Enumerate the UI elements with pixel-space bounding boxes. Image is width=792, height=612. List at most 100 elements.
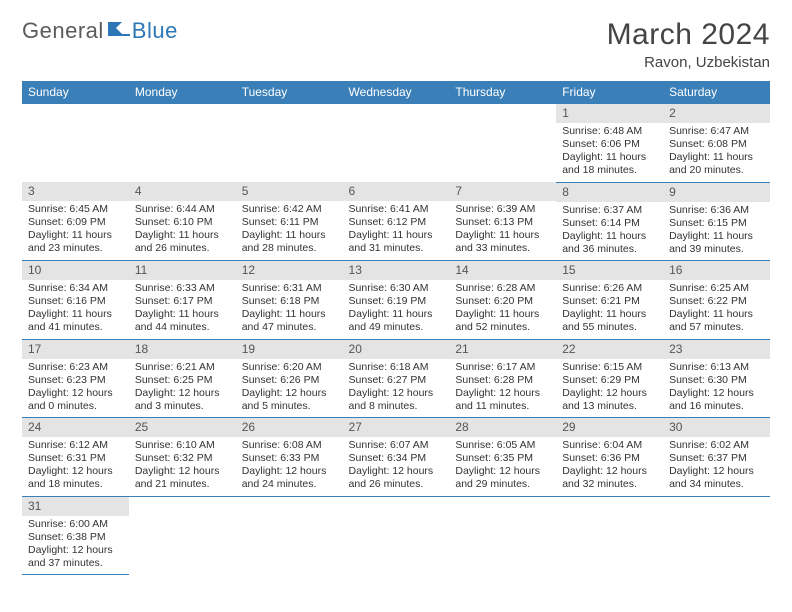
day-details: Sunrise: 6:44 AMSunset: 6:10 PMDaylight:… <box>129 201 236 260</box>
calendar-cell: 8Sunrise: 6:37 AMSunset: 6:14 PMDaylight… <box>556 182 663 261</box>
sunset-text: Sunset: 6:28 PM <box>455 374 550 387</box>
sunrise-text: Sunrise: 6:33 AM <box>135 282 230 295</box>
calendar-cell: 26Sunrise: 6:08 AMSunset: 6:33 PMDayligh… <box>236 418 343 497</box>
weekday-row: Sunday Monday Tuesday Wednesday Thursday… <box>22 81 770 104</box>
day-details: Sunrise: 6:20 AMSunset: 6:26 PMDaylight:… <box>236 359 343 418</box>
sunrise-text: Sunrise: 6:25 AM <box>669 282 764 295</box>
daylight-text: Daylight: 12 hours and 0 minutes. <box>28 387 123 413</box>
day-number: 31 <box>22 497 129 516</box>
day-number: 28 <box>449 418 556 437</box>
daylight-text: Daylight: 11 hours and 26 minutes. <box>135 229 230 255</box>
calendar-cell <box>343 104 450 182</box>
sunset-text: Sunset: 6:06 PM <box>562 138 657 151</box>
daylight-text: Daylight: 12 hours and 26 minutes. <box>349 465 444 491</box>
day-number: 7 <box>449 182 556 201</box>
sunrise-text: Sunrise: 6:10 AM <box>135 439 230 452</box>
sunset-text: Sunset: 6:35 PM <box>455 452 550 465</box>
calendar-cell <box>556 496 663 575</box>
sunset-text: Sunset: 6:23 PM <box>28 374 123 387</box>
sunrise-text: Sunrise: 6:28 AM <box>455 282 550 295</box>
day-details: Sunrise: 6:13 AMSunset: 6:30 PMDaylight:… <box>663 359 770 418</box>
calendar-cell: 3Sunrise: 6:45 AMSunset: 6:09 PMDaylight… <box>22 182 129 261</box>
day-number: 23 <box>663 340 770 359</box>
day-details: Sunrise: 6:05 AMSunset: 6:35 PMDaylight:… <box>449 437 556 496</box>
calendar-cell: 12Sunrise: 6:31 AMSunset: 6:18 PMDayligh… <box>236 261 343 340</box>
day-number: 17 <box>22 340 129 359</box>
day-number: 30 <box>663 418 770 437</box>
sunset-text: Sunset: 6:26 PM <box>242 374 337 387</box>
calendar-cell: 10Sunrise: 6:34 AMSunset: 6:16 PMDayligh… <box>22 261 129 340</box>
daylight-text: Daylight: 11 hours and 49 minutes. <box>349 308 444 334</box>
title-block: March 2024 Ravon, Uzbekistan <box>607 18 770 71</box>
day-details: Sunrise: 6:42 AMSunset: 6:11 PMDaylight:… <box>236 201 343 260</box>
sunrise-text: Sunrise: 6:12 AM <box>28 439 123 452</box>
calendar-cell <box>129 496 236 575</box>
calendar-cell: 20Sunrise: 6:18 AMSunset: 6:27 PMDayligh… <box>343 339 450 418</box>
sunrise-text: Sunrise: 6:05 AM <box>455 439 550 452</box>
sunrise-text: Sunrise: 6:15 AM <box>562 361 657 374</box>
sunrise-text: Sunrise: 6:45 AM <box>28 203 123 216</box>
daylight-text: Daylight: 12 hours and 5 minutes. <box>242 387 337 413</box>
day-details: Sunrise: 6:25 AMSunset: 6:22 PMDaylight:… <box>663 280 770 339</box>
sunset-text: Sunset: 6:36 PM <box>562 452 657 465</box>
day-details: Sunrise: 6:02 AMSunset: 6:37 PMDaylight:… <box>663 437 770 496</box>
daylight-text: Daylight: 12 hours and 32 minutes. <box>562 465 657 491</box>
day-number: 26 <box>236 418 343 437</box>
calendar-cell <box>236 104 343 182</box>
daylight-text: Daylight: 12 hours and 18 minutes. <box>28 465 123 491</box>
brand-logo: General Blue <box>22 18 178 44</box>
sunrise-text: Sunrise: 6:21 AM <box>135 361 230 374</box>
sunset-text: Sunset: 6:17 PM <box>135 295 230 308</box>
daylight-text: Daylight: 12 hours and 16 minutes. <box>669 387 764 413</box>
sunset-text: Sunset: 6:12 PM <box>349 216 444 229</box>
calendar-cell <box>22 104 129 182</box>
day-number: 19 <box>236 340 343 359</box>
weekday-header: Monday <box>129 81 236 104</box>
sunrise-text: Sunrise: 6:02 AM <box>669 439 764 452</box>
day-number: 22 <box>556 340 663 359</box>
sunset-text: Sunset: 6:30 PM <box>669 374 764 387</box>
calendar-cell: 2Sunrise: 6:47 AMSunset: 6:08 PMDaylight… <box>663 104 770 182</box>
calendar-row: 1Sunrise: 6:48 AMSunset: 6:06 PMDaylight… <box>22 104 770 182</box>
calendar-cell <box>343 496 450 575</box>
sunset-text: Sunset: 6:29 PM <box>562 374 657 387</box>
calendar-body: 1Sunrise: 6:48 AMSunset: 6:06 PMDaylight… <box>22 104 770 575</box>
location: Ravon, Uzbekistan <box>607 54 770 71</box>
sunset-text: Sunset: 6:08 PM <box>669 138 764 151</box>
day-details: Sunrise: 6:31 AMSunset: 6:18 PMDaylight:… <box>236 280 343 339</box>
day-number: 27 <box>343 418 450 437</box>
sunset-text: Sunset: 6:10 PM <box>135 216 230 229</box>
sunset-text: Sunset: 6:13 PM <box>455 216 550 229</box>
calendar-cell: 31Sunrise: 6:00 AMSunset: 6:38 PMDayligh… <box>22 496 129 575</box>
sunrise-text: Sunrise: 6:26 AM <box>562 282 657 295</box>
day-number: 29 <box>556 418 663 437</box>
daylight-text: Daylight: 11 hours and 55 minutes. <box>562 308 657 334</box>
calendar-cell: 23Sunrise: 6:13 AMSunset: 6:30 PMDayligh… <box>663 339 770 418</box>
calendar-row: 24Sunrise: 6:12 AMSunset: 6:31 PMDayligh… <box>22 418 770 497</box>
day-details: Sunrise: 6:12 AMSunset: 6:31 PMDaylight:… <box>22 437 129 496</box>
calendar-cell: 5Sunrise: 6:42 AMSunset: 6:11 PMDaylight… <box>236 182 343 261</box>
calendar-cell: 18Sunrise: 6:21 AMSunset: 6:25 PMDayligh… <box>129 339 236 418</box>
day-details: Sunrise: 6:33 AMSunset: 6:17 PMDaylight:… <box>129 280 236 339</box>
calendar-cell: 11Sunrise: 6:33 AMSunset: 6:17 PMDayligh… <box>129 261 236 340</box>
daylight-text: Daylight: 12 hours and 37 minutes. <box>28 544 123 570</box>
daylight-text: Daylight: 11 hours and 47 minutes. <box>242 308 337 334</box>
flag-icon <box>108 16 130 42</box>
sunset-text: Sunset: 6:31 PM <box>28 452 123 465</box>
day-number: 15 <box>556 261 663 280</box>
month-title: March 2024 <box>607 18 770 52</box>
day-number: 14 <box>449 261 556 280</box>
day-number: 16 <box>663 261 770 280</box>
day-details: Sunrise: 6:39 AMSunset: 6:13 PMDaylight:… <box>449 201 556 260</box>
day-details: Sunrise: 6:23 AMSunset: 6:23 PMDaylight:… <box>22 359 129 418</box>
sunrise-text: Sunrise: 6:04 AM <box>562 439 657 452</box>
day-number: 2 <box>663 104 770 123</box>
day-details: Sunrise: 6:47 AMSunset: 6:08 PMDaylight:… <box>663 123 770 182</box>
day-details: Sunrise: 6:18 AMSunset: 6:27 PMDaylight:… <box>343 359 450 418</box>
day-number: 5 <box>236 182 343 201</box>
calendar-cell: 21Sunrise: 6:17 AMSunset: 6:28 PMDayligh… <box>449 339 556 418</box>
sunset-text: Sunset: 6:37 PM <box>669 452 764 465</box>
calendar-cell: 9Sunrise: 6:36 AMSunset: 6:15 PMDaylight… <box>663 182 770 261</box>
sunset-text: Sunset: 6:14 PM <box>562 217 657 230</box>
weekday-header: Saturday <box>663 81 770 104</box>
